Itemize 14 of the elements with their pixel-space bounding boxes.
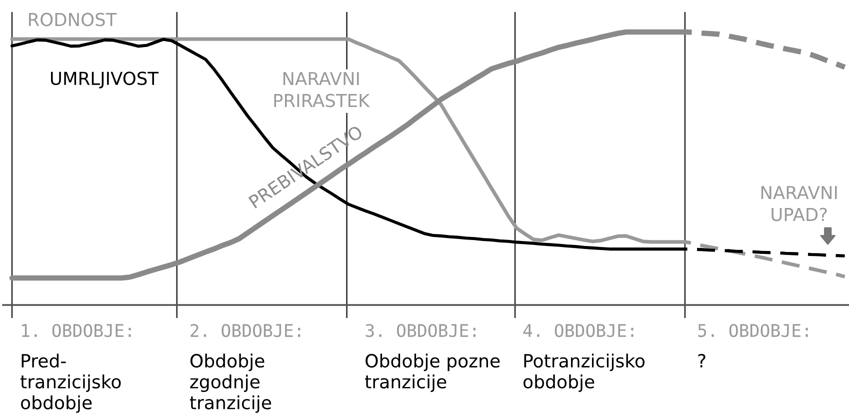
text: 5. OBDOBJE: [698,324,808,338]
text: 4. OBDOBJE: [523,324,634,338]
x-tick-label: Obdobje zgodnje tranzicije [190,354,272,413]
series-label: UMRLJIVOST [51,72,159,88]
x-tick-label: Obdobje pozne tranzicije [365,354,500,392]
x-tick-label: Pred- tranzicijsko obdobje [20,354,121,413]
x-tick-label: ? [698,354,706,368]
annotation: NARAVNI PRIRASTEK [274,72,370,108]
annotation: NARAVNI UPAD? [761,186,837,222]
x-tick-label: Potranzicijsko obdobje [524,354,645,392]
series-label: RODNOST [29,12,117,26]
text: 1. OBDOBJE: [22,324,131,338]
text: 3. OBDOBJE: [366,324,476,338]
text: 2. OBDOBJE: [190,324,300,338]
